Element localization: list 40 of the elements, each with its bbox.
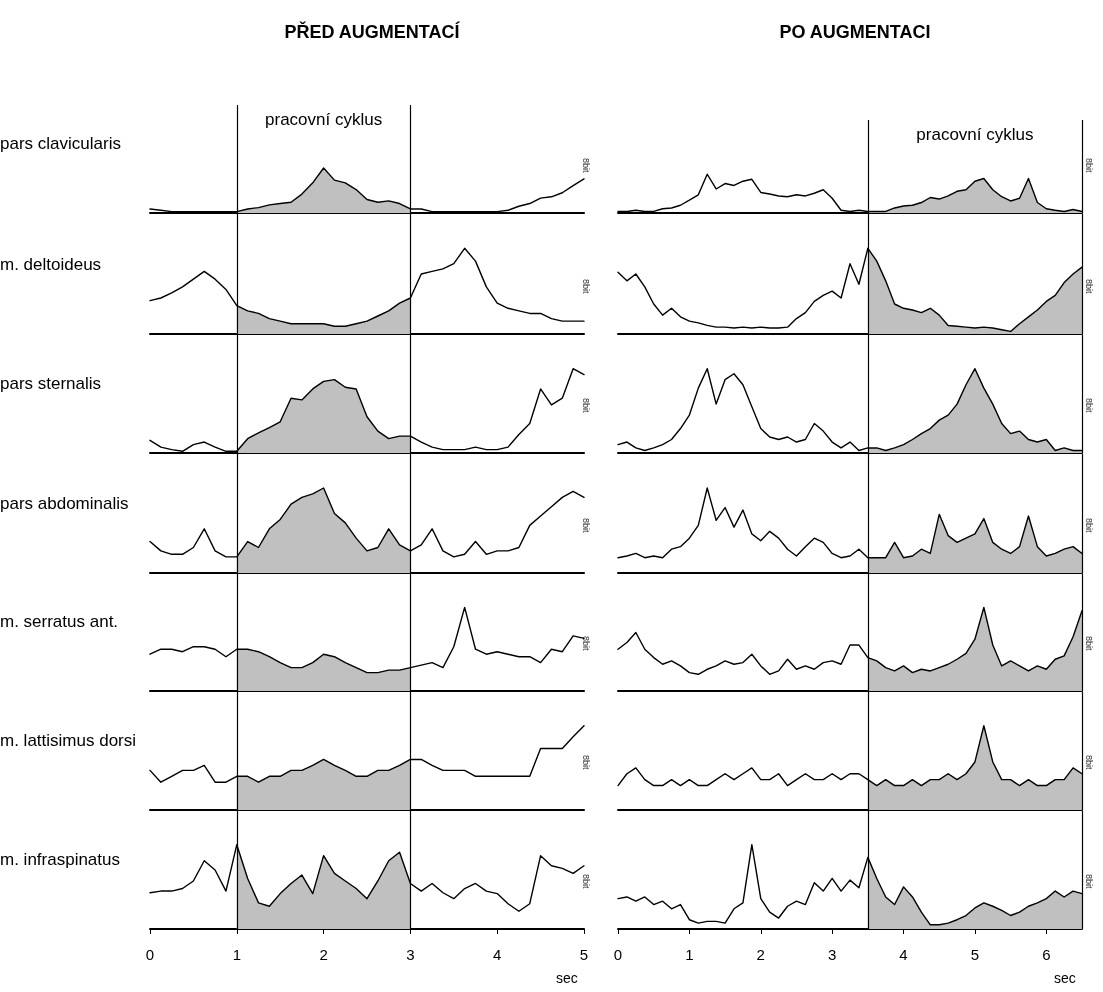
x-tick-label: 4 — [493, 946, 502, 963]
y-axis-title: pars sternalis — [0, 374, 102, 393]
x-tick-label: 2 — [756, 946, 765, 963]
x-tick-label: 5 — [970, 946, 980, 963]
y2-axis-title: 8bit — [580, 874, 591, 890]
y2-axis-title: 8bit — [1083, 874, 1094, 890]
x-axis-title: sec — [556, 970, 578, 986]
y2-axis-title: 8bit — [580, 398, 591, 414]
y2-axis-title: 8bit — [1083, 755, 1094, 771]
y2-axis-title: 8bit — [580, 158, 591, 174]
x-axis-title: sec — [1054, 970, 1076, 986]
text: pracovní cyklus — [265, 109, 383, 129]
y2-axis-title: 8bit — [1083, 279, 1094, 295]
x-tick-label: 3 — [406, 946, 415, 963]
x-tick-label: 3 — [827, 946, 837, 963]
text: pracovní cyklus — [916, 124, 1034, 144]
y2-axis-title: 8bit — [1083, 636, 1094, 652]
chart-title: PO AUGMENTACI — [779, 22, 931, 42]
x-tick-label: 2 — [319, 946, 328, 963]
x-tick-label: 0 — [145, 946, 155, 963]
y-axis-title: pars clavicularis — [0, 134, 121, 153]
x-tick-label: 1 — [232, 946, 241, 963]
x-tick-label: 6 — [1042, 946, 1051, 963]
y2-axis-title: 8bit — [580, 518, 591, 534]
x-tick-label: 4 — [899, 946, 908, 963]
x-tick-label: 1 — [685, 946, 694, 963]
y2-axis-title: 8bit — [580, 755, 591, 771]
y-axis-title: pars abdominalis — [0, 494, 129, 513]
y-axis-title: m. serratus ant. — [0, 612, 119, 631]
y2-axis-title: 8bit — [1083, 518, 1094, 534]
y-axis-title: m. lattisimus dorsi — [0, 731, 137, 750]
y2-axis-title: 8bit — [580, 636, 591, 652]
x-tick-label: 5 — [579, 946, 589, 963]
x-tick-label: 0 — [613, 946, 623, 963]
y-axis-title: m. infraspinatus — [0, 850, 120, 869]
chart-title: PŘED AUGMENTACÍ — [284, 21, 461, 42]
y2-axis-title: 8bit — [1083, 398, 1094, 414]
y2-axis-title: 8bit — [580, 279, 591, 295]
y2-axis-title: 8bit — [1083, 158, 1094, 174]
y-axis-title: m. deltoideus — [0, 255, 102, 274]
